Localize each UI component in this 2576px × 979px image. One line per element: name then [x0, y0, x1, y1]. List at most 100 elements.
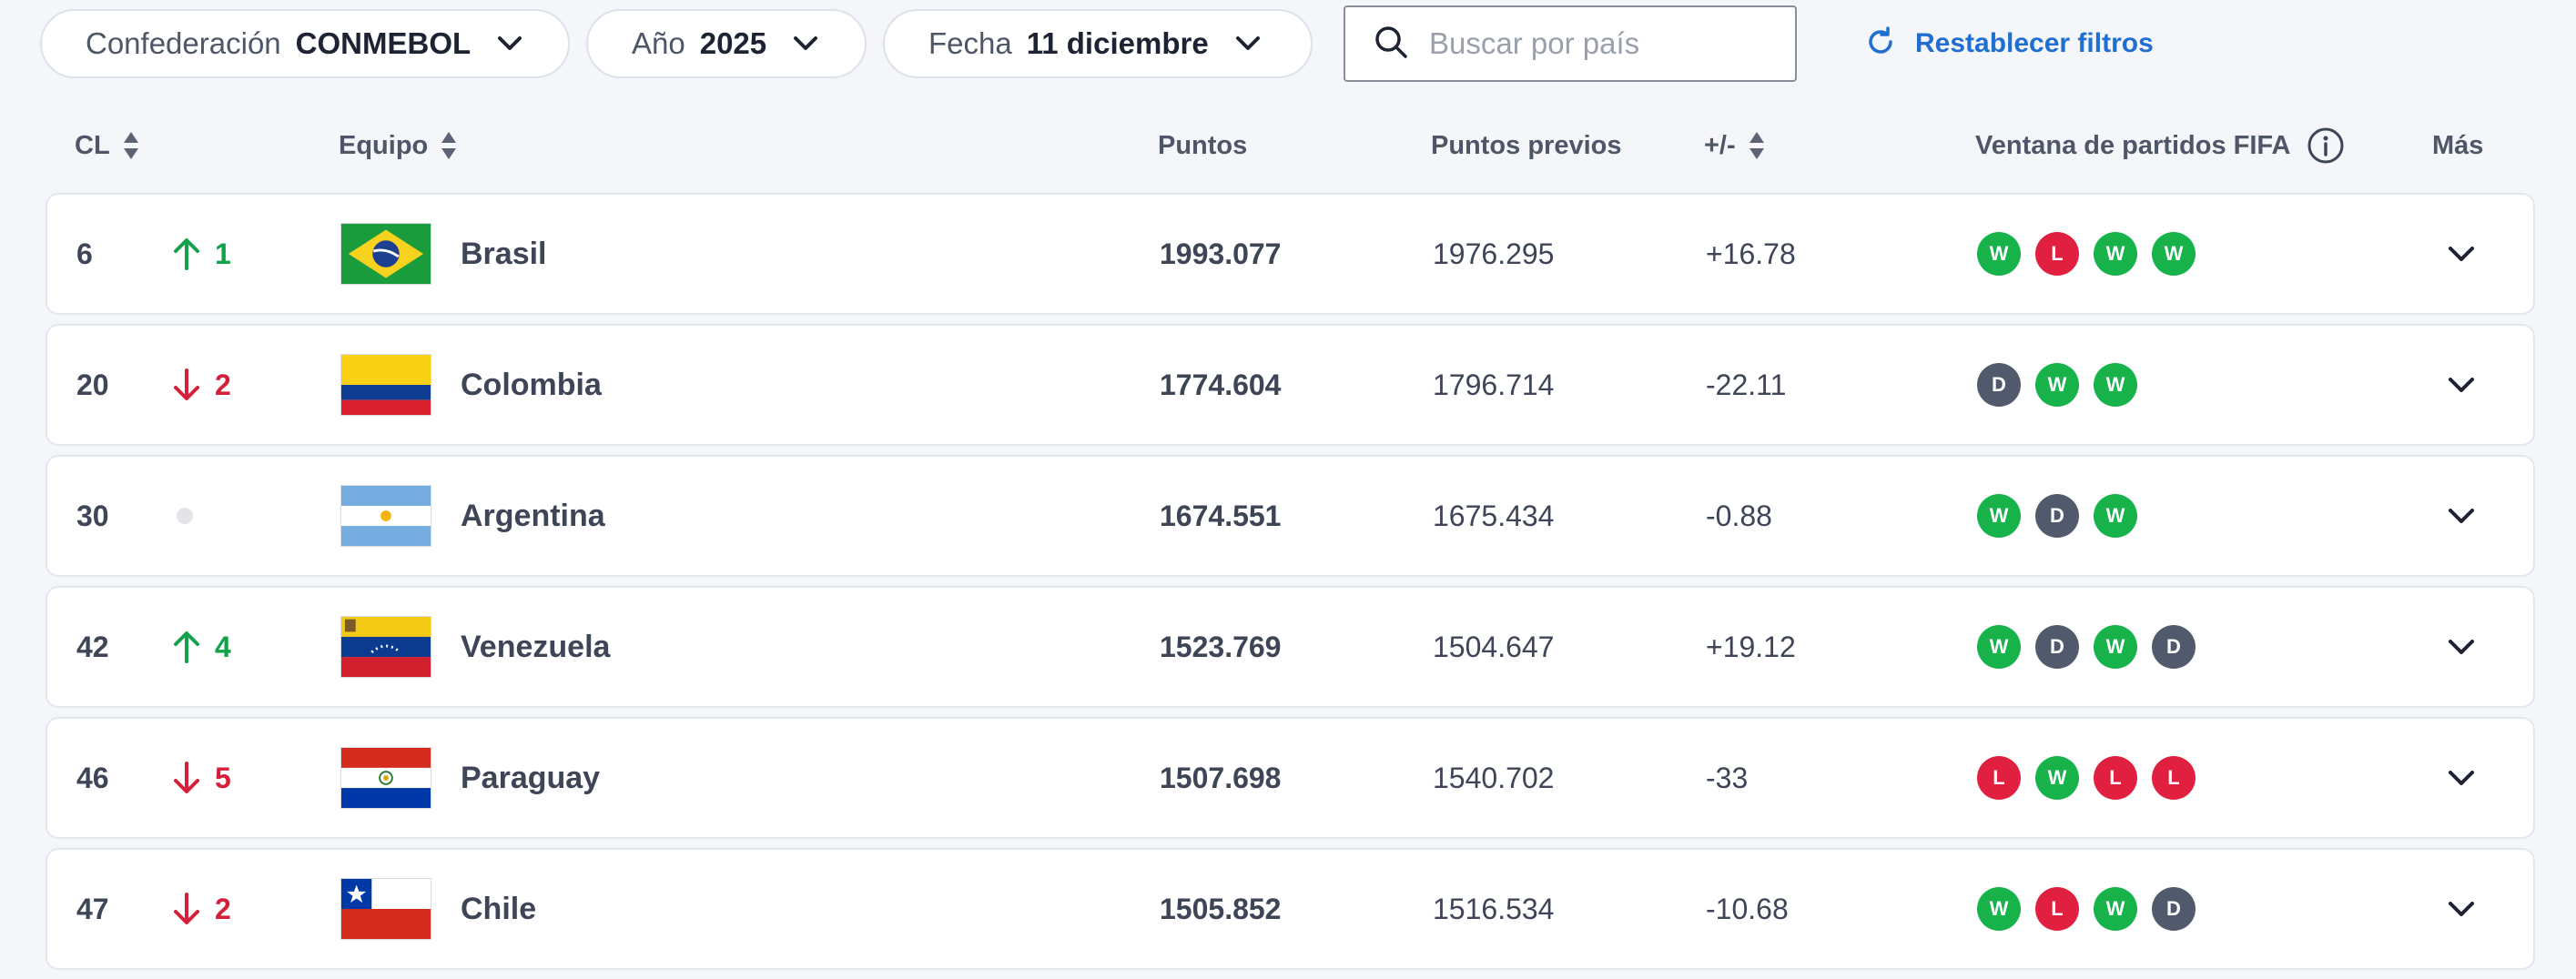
no-change-dot-icon: [177, 508, 193, 524]
sort-icon: [441, 130, 457, 161]
match-result-badge: W: [1977, 625, 2021, 669]
expand-row-button[interactable]: [2441, 719, 2481, 837]
points-change: -10.68: [1706, 892, 1789, 925]
sort-icon: [1749, 130, 1765, 161]
arrow-down-icon: [171, 760, 215, 796]
rank: 47: [76, 892, 109, 925]
match-result-badge: W: [1977, 232, 2021, 276]
column-change[interactable]: +/-: [1704, 127, 1765, 164]
table-row[interactable]: 20 2 Colombia 1774.604 1796.714 -22.11 D W W: [46, 324, 2535, 446]
chevron-down-icon: [2446, 375, 2477, 395]
table-row[interactable]: 6 1 Brasil 1993.077 1976.295 +16.78 W L W W: [46, 193, 2535, 315]
chevron-down-icon: [2446, 768, 2477, 788]
previous-points: 1796.714: [1433, 368, 1555, 401]
match-result-badge: W: [1977, 494, 2021, 538]
match-result-badge: W: [2094, 363, 2137, 407]
rank-movement: 1: [171, 195, 231, 313]
expand-row-button[interactable]: [2441, 195, 2481, 313]
rank-movement: [171, 457, 193, 575]
column-more-label: Más: [2432, 130, 2484, 160]
match-result-badge: L: [2094, 756, 2137, 800]
column-team-label: Equipo: [339, 130, 429, 160]
team-name[interactable]: Argentina: [461, 498, 605, 533]
column-team[interactable]: Equipo: [339, 127, 457, 164]
match-result-badge: W: [2152, 232, 2196, 276]
rank-movement: 2: [171, 326, 231, 444]
argentina-flag-icon: [340, 485, 431, 547]
search-icon: [1373, 24, 1409, 65]
rank-movement: 5: [171, 719, 231, 837]
points-change: +19.12: [1706, 630, 1796, 663]
column-match-window: Ventana de partidos FIFA: [1975, 127, 2345, 164]
match-result-badge: L: [2152, 756, 2196, 800]
expand-row-button[interactable]: [2441, 326, 2481, 444]
expand-row-button[interactable]: [2441, 457, 2481, 575]
match-result-badge: D: [2035, 494, 2079, 538]
expand-row-button[interactable]: [2441, 850, 2481, 968]
points-change: -33: [1706, 761, 1749, 794]
year-value: 2025: [699, 26, 767, 60]
match-result-badge: W: [2094, 625, 2137, 669]
arrow-up-icon: [171, 629, 215, 665]
previous-points: 1675.434: [1433, 499, 1555, 532]
year-label: Año: [632, 26, 685, 60]
points-change: -22.11: [1706, 368, 1787, 401]
paraguay-flag-icon: [340, 747, 431, 809]
expand-row-button[interactable]: [2441, 588, 2481, 706]
points: 1993.077: [1160, 237, 1282, 270]
date-value: 11 diciembre: [1026, 26, 1209, 60]
rank-movement: 2: [171, 850, 231, 968]
confederation-value: CONMEBOL: [295, 26, 472, 60]
points: 1523.769: [1160, 630, 1282, 663]
info-icon[interactable]: [2307, 126, 2345, 165]
search-box[interactable]: [1344, 5, 1797, 82]
table-row[interactable]: 47 2 Chile 1505.852 1516.534 -10.68 W L W D: [46, 848, 2535, 970]
chevron-down-icon: [1234, 30, 1262, 57]
reset-filters-button[interactable]: Restablecer filtros: [1864, 24, 2154, 64]
match-result-badge: W: [2035, 363, 2079, 407]
rank: 46: [76, 761, 109, 794]
confederation-label: Confederación: [86, 26, 281, 60]
points-change: +16.78: [1706, 237, 1796, 270]
match-result-badge: L: [1977, 756, 2021, 800]
previous-points: 1504.647: [1433, 630, 1555, 663]
column-rank[interactable]: CL: [75, 127, 139, 164]
rank-movement: 4: [171, 588, 231, 706]
match-result-badge: W: [2094, 232, 2137, 276]
confederation-dropdown[interactable]: Confederación CONMEBOL: [40, 9, 570, 78]
chevron-down-icon: [2446, 637, 2477, 657]
date-dropdown[interactable]: Fecha 11 diciembre: [883, 9, 1313, 78]
chevron-down-icon: [2446, 244, 2477, 264]
reset-filters-label: Restablecer filtros: [1915, 28, 2154, 58]
team-name[interactable]: Brasil: [461, 236, 547, 271]
rank: 42: [76, 630, 109, 663]
search-input[interactable]: [1429, 26, 1775, 61]
match-result-badge: W: [2094, 494, 2137, 538]
table-row[interactable]: 30 Argentina 1674.551 1675.434 -0.88 W D W: [46, 455, 2535, 577]
chevron-down-icon: [2446, 506, 2477, 526]
brazil-flag-icon: [340, 223, 431, 285]
column-points-label: Puntos: [1158, 130, 1248, 160]
arrow-down-icon: [171, 891, 215, 927]
table-row[interactable]: 46 5 Paraguay 1507.698 1540.702 -33 L W L L: [46, 717, 2535, 839]
rank-movement-value: 2: [215, 368, 231, 401]
points: 1505.852: [1160, 892, 1282, 925]
team-name[interactable]: Colombia: [461, 367, 602, 402]
table-row[interactable]: 42 4 Venezuela 1523.769 1504.647 +19.12 W D W D: [46, 586, 2535, 708]
colombia-flag-icon: [340, 354, 431, 416]
year-dropdown[interactable]: Año 2025: [586, 9, 867, 78]
refresh-icon: [1864, 25, 1897, 63]
team-name[interactable]: Chile: [461, 891, 537, 926]
points: 1774.604: [1160, 368, 1282, 401]
team-name[interactable]: Venezuela: [461, 629, 611, 664]
column-match-window-label: Ventana de partidos FIFA: [1975, 130, 2291, 160]
arrow-down-icon: [171, 367, 215, 403]
rank-movement-value: 5: [215, 761, 231, 794]
match-result-badge: W: [1977, 887, 2021, 931]
team-name[interactable]: Paraguay: [461, 760, 601, 795]
